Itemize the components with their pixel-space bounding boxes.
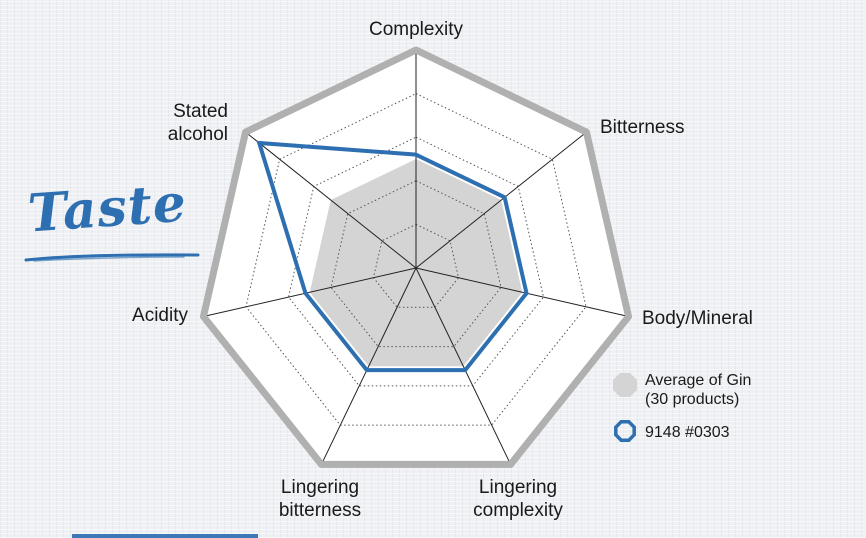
series-sample-line xyxy=(256,140,529,373)
axis-spoke xyxy=(415,131,587,269)
legend-sample-label: 9148 #0303 xyxy=(645,424,730,441)
axis-spoke xyxy=(245,131,417,269)
axis-label-bitterness: Bitterness xyxy=(600,117,684,138)
axis-label-stated-alcohol: Stated alcohol xyxy=(168,101,228,145)
axis-spoke xyxy=(415,267,629,317)
legend: Average of Gin (30 products) 9148 #0303 xyxy=(613,372,751,442)
legend-average-swatch xyxy=(613,373,637,397)
axis-spoke xyxy=(415,267,512,465)
axis-spoke xyxy=(320,267,417,465)
axis-label-lingering-bitterness: Lingering bitterness xyxy=(279,477,361,521)
axis-label-acidity: Acidity xyxy=(132,305,188,326)
radar-outer-frame xyxy=(199,46,633,468)
radar-series xyxy=(256,140,529,373)
axis-spoke xyxy=(203,267,417,317)
legend-average-label: (30 products) xyxy=(645,391,739,408)
axis-label-complexity: Complexity xyxy=(369,19,463,40)
axis-labels: Complexity Bitterness Body/Mineral Lingerin… xyxy=(132,19,753,521)
grid-ring xyxy=(245,93,587,426)
legend-sample-swatch xyxy=(614,420,636,442)
grid-ring xyxy=(330,180,502,348)
axis-label-body-mineral: Body/Mineral xyxy=(642,308,753,329)
title-underline-brush xyxy=(24,253,200,262)
grid-ring xyxy=(372,223,460,308)
bottom-accent-bar xyxy=(72,534,258,538)
radar-grid xyxy=(199,46,633,468)
grid-ring xyxy=(287,136,545,387)
legend-average-label: Average of Gin xyxy=(645,372,751,389)
axis-label-lingering-complexity: Lingering complexity xyxy=(473,477,563,521)
